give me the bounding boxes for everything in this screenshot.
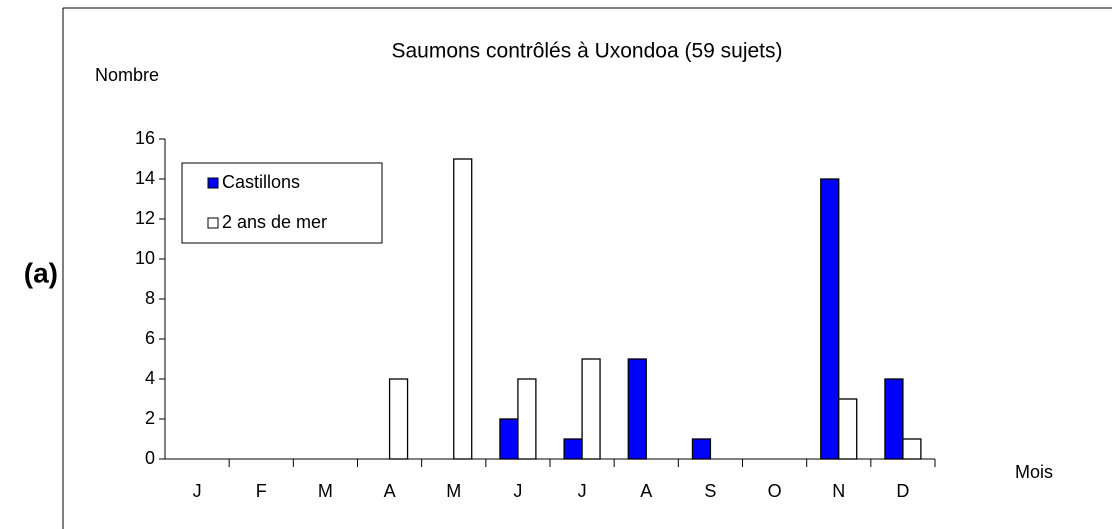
bar — [820, 178, 840, 460]
bar — [691, 438, 712, 460]
x-tick-label: S — [704, 481, 716, 501]
x-axis-label: Mois — [1015, 462, 1053, 482]
x-tick-label: J — [193, 481, 202, 501]
y-tick-label: 16 — [135, 128, 155, 148]
x-tick-label: A — [640, 481, 652, 501]
y-tick-label: 4 — [145, 368, 155, 388]
legend-swatch — [207, 177, 219, 189]
x-tick-label: O — [768, 481, 782, 501]
x-tick-label: J — [513, 481, 522, 501]
legend-swatch — [207, 217, 219, 229]
bar — [499, 418, 519, 460]
x-tick-label: D — [896, 481, 909, 501]
chart-title: Saumons contrôlés à Uxondoa (59 sujets) — [391, 40, 782, 63]
x-tick-label: J — [578, 481, 587, 501]
y-tick-label: 0 — [145, 448, 155, 468]
legend-box — [181, 162, 383, 244]
y-tick-label: 8 — [145, 288, 155, 308]
x-tick-label: M — [318, 481, 333, 501]
y-tick-label: 10 — [135, 248, 155, 268]
x-tick-label: N — [832, 481, 845, 501]
bar — [563, 438, 583, 460]
bar — [884, 378, 904, 460]
bar — [517, 378, 537, 460]
y-tick-label: 14 — [135, 168, 155, 188]
y-tick-label: 12 — [135, 208, 155, 228]
legend-label: 2 ans de mer — [222, 212, 327, 232]
bar — [627, 358, 647, 460]
x-tick-label: F — [256, 481, 267, 501]
bar — [581, 358, 601, 460]
legend-label: Castillons — [222, 172, 300, 192]
bar — [902, 438, 922, 460]
y-tick-label: 2 — [145, 408, 155, 428]
x-tick-label: A — [384, 481, 396, 501]
bar — [838, 398, 858, 460]
x-tick-label: M — [446, 481, 461, 501]
bar — [388, 378, 409, 460]
y-tick-label: 6 — [145, 328, 155, 348]
panel-label: (a) — [24, 257, 58, 288]
y-axis-label: Nombre — [95, 65, 159, 85]
bar — [453, 158, 473, 460]
